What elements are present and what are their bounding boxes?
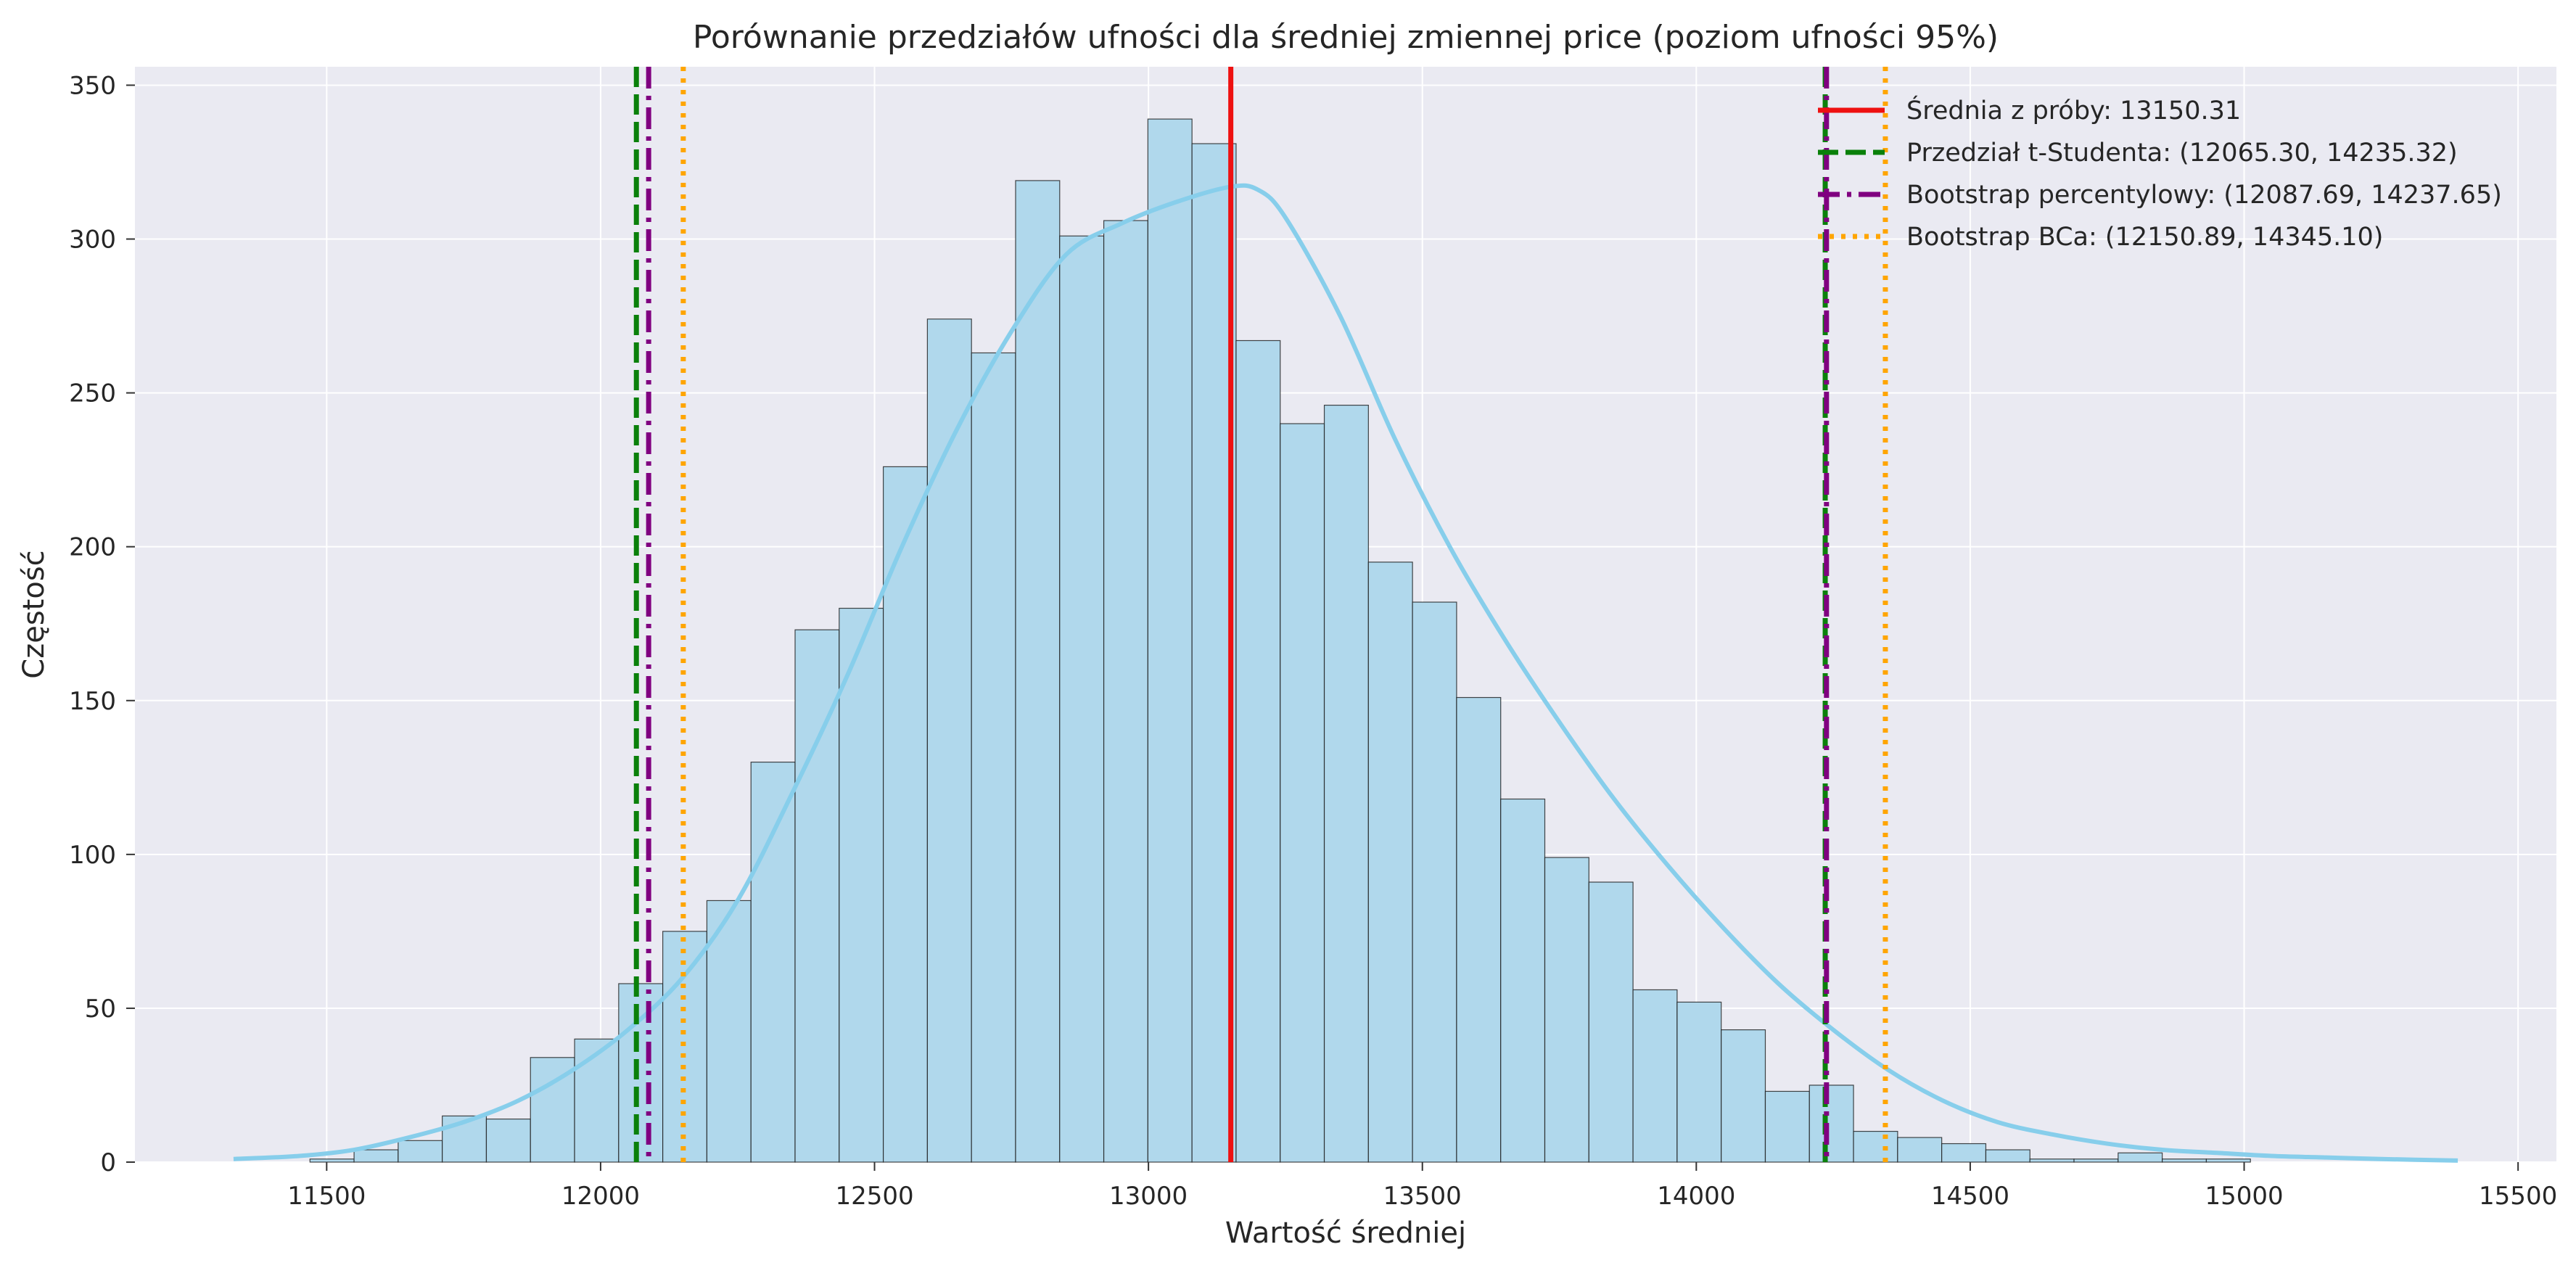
- legend-label-3: Bootstrap BCa: (12150.89, 14345.10): [1906, 223, 2383, 252]
- histogram-bar-35: [1808, 1084, 1854, 1163]
- interval-lines: [633, 67, 1888, 1162]
- histogram-bar-18: [1059, 235, 1105, 1163]
- y-tick-label-0: 0: [100, 1148, 116, 1177]
- histogram-bar-19: [1103, 220, 1148, 1163]
- histogram-bar-23: [1280, 423, 1325, 1163]
- histogram-bar-25: [1367, 561, 1413, 1163]
- kde-layer: [233, 183, 2458, 1163]
- histogram-bar-38: [1941, 1143, 1987, 1163]
- histogram-bar-26: [1412, 601, 1457, 1163]
- histogram-bar-15: [926, 318, 972, 1163]
- histogram-bar-33: [1721, 1029, 1766, 1163]
- y-tick-label-7: 350: [69, 71, 116, 100]
- x-tick-label-4: 13500: [1383, 1182, 1462, 1211]
- legend-label-2: Bootstrap percentylowy: (12087.69, 14237…: [1906, 181, 2502, 210]
- histogram-bar-41: [2073, 1158, 2119, 1163]
- x-tick-label-5: 14000: [1657, 1182, 1735, 1211]
- legend: Średnia z próby: 13150.31 Przedział t-Stu…: [1818, 95, 2502, 252]
- histogram-bar-42: [2118, 1152, 2163, 1163]
- x-tick-label-6: 14500: [1931, 1182, 2009, 1211]
- x-tick-label-8: 15500: [2479, 1182, 2557, 1211]
- y-tick-label-4: 200: [69, 533, 116, 562]
- histogram-bar-22: [1235, 339, 1281, 1163]
- histogram-bar-29: [1544, 857, 1589, 1163]
- y-axis-ticks: 0 50 100 150 200 250 300 350: [69, 71, 135, 1177]
- histogram-bar-44: [2205, 1158, 2251, 1163]
- histogram-bar-37: [1897, 1137, 1943, 1163]
- histogram-bar-32: [1676, 1001, 1722, 1163]
- histogram-bar-24: [1323, 404, 1369, 1163]
- legend-label-1: Przedział t-Studenta: (12065.30, 14235.3…: [1906, 139, 2458, 168]
- histogram-bar-27: [1456, 696, 1502, 1163]
- histogram-bar-36: [1853, 1130, 1898, 1163]
- histogram-bar-14: [883, 466, 929, 1163]
- histogram-bar-16: [971, 352, 1016, 1163]
- histogram-bar-1: [309, 1158, 355, 1163]
- histogram-bar-20: [1147, 118, 1193, 1163]
- x-axis-label: Wartość średniej: [1225, 1217, 1466, 1250]
- histogram-bar-11: [750, 761, 796, 1163]
- y-axis-label: Częstość: [17, 550, 51, 678]
- kde-line: [233, 183, 2458, 1163]
- histogram-bar-31: [1632, 989, 1678, 1163]
- histogram-bar-9: [662, 931, 708, 1163]
- y-tick-label-3: 150: [69, 687, 116, 716]
- histogram-bar-5: [485, 1119, 531, 1163]
- histogram-bar-2: [353, 1149, 399, 1163]
- y-tick-label-6: 300: [69, 226, 116, 255]
- histogram-bar-12: [794, 629, 840, 1163]
- x-tick-label-1: 12000: [561, 1182, 640, 1211]
- x-axis-ticks: 11500 12000 12500 13000 13500 14000 14500 15000…: [287, 1162, 2557, 1211]
- y-tick-label-1: 50: [85, 995, 116, 1024]
- histogram-bar-34: [1764, 1090, 1810, 1163]
- chart-title: Porównanie przedziałów ufności dla średn…: [693, 19, 1999, 56]
- histogram-bar-13: [839, 607, 884, 1163]
- histogram-bar-28: [1500, 798, 1546, 1163]
- histogram-bar-17: [1015, 180, 1061, 1163]
- y-tick-label-2: 100: [69, 841, 116, 870]
- histogram-bars: [309, 118, 2251, 1163]
- histogram-bar-7: [574, 1038, 620, 1163]
- histogram-bar-40: [2029, 1158, 2075, 1163]
- histogram-bar-10: [706, 900, 752, 1163]
- histogram-bar-43: [2162, 1158, 2207, 1163]
- y-tick-label-5: 250: [69, 379, 116, 408]
- x-tick-label-7: 15000: [2205, 1182, 2283, 1211]
- legend-label-0: Średnia z próby: 13150.31: [1906, 95, 2241, 125]
- histogram-bar-30: [1588, 881, 1634, 1163]
- histogram-bar-3: [398, 1140, 443, 1163]
- x-tick-label-3: 13000: [1109, 1182, 1188, 1211]
- histogram-bar-39: [1985, 1149, 2030, 1163]
- histogram-bar-8: [618, 983, 664, 1163]
- x-tick-label-2: 12500: [835, 1182, 913, 1211]
- x-tick-label-0: 11500: [287, 1182, 366, 1211]
